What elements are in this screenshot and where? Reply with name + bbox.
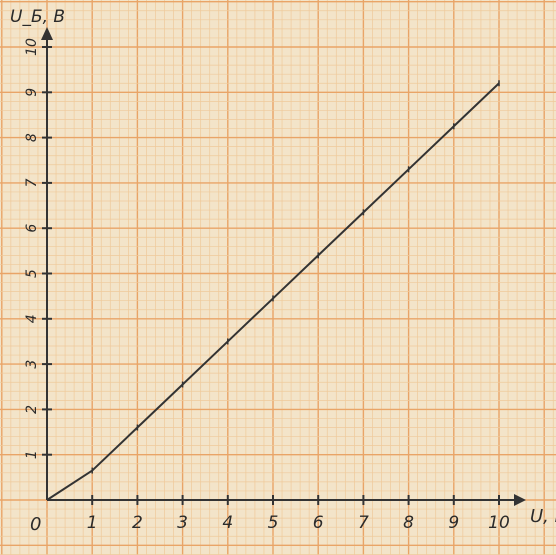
x-axis-arrow-icon [514, 494, 526, 506]
x-tick-label: 2 [132, 513, 143, 533]
y-axis-label: U_Б, B [10, 7, 65, 27]
y-tick-label: 6 [24, 224, 40, 233]
x-tick-label: 4 [222, 513, 233, 533]
y-tick-label: 10 [24, 38, 40, 56]
y-tick-label: 3 [24, 360, 40, 369]
y-tick-label: 4 [24, 314, 40, 323]
x-tick-label: 5 [268, 513, 279, 533]
origin-label: 0 [30, 514, 41, 535]
x-tick-label: 8 [403, 513, 414, 533]
y-axis-arrow-icon [41, 27, 53, 40]
x-tick-label: 1 [87, 513, 98, 533]
y-tick-label: 5 [24, 269, 40, 278]
y-tick-label: 9 [24, 88, 40, 97]
x-tick-label: 3 [177, 513, 188, 533]
y-tick-label: 8 [24, 133, 40, 142]
y-tick-label: 2 [24, 405, 40, 414]
x-tick-label: 10 [488, 513, 510, 533]
series [46, 80, 500, 501]
x-tick-label: 9 [448, 513, 459, 533]
x-axis-label: U, B [530, 506, 556, 527]
y-tick-label: 7 [24, 178, 40, 187]
y-tick-label: 1 [24, 450, 40, 459]
x-tick-label: 6 [313, 513, 324, 533]
axis-ticks: 1 2 3 4 5 6 7 8 9 10 1 2 3 4 5 6 7 8 9 10 [24, 38, 510, 533]
x-tick-label: 7 [358, 513, 369, 533]
axes [41, 27, 526, 506]
